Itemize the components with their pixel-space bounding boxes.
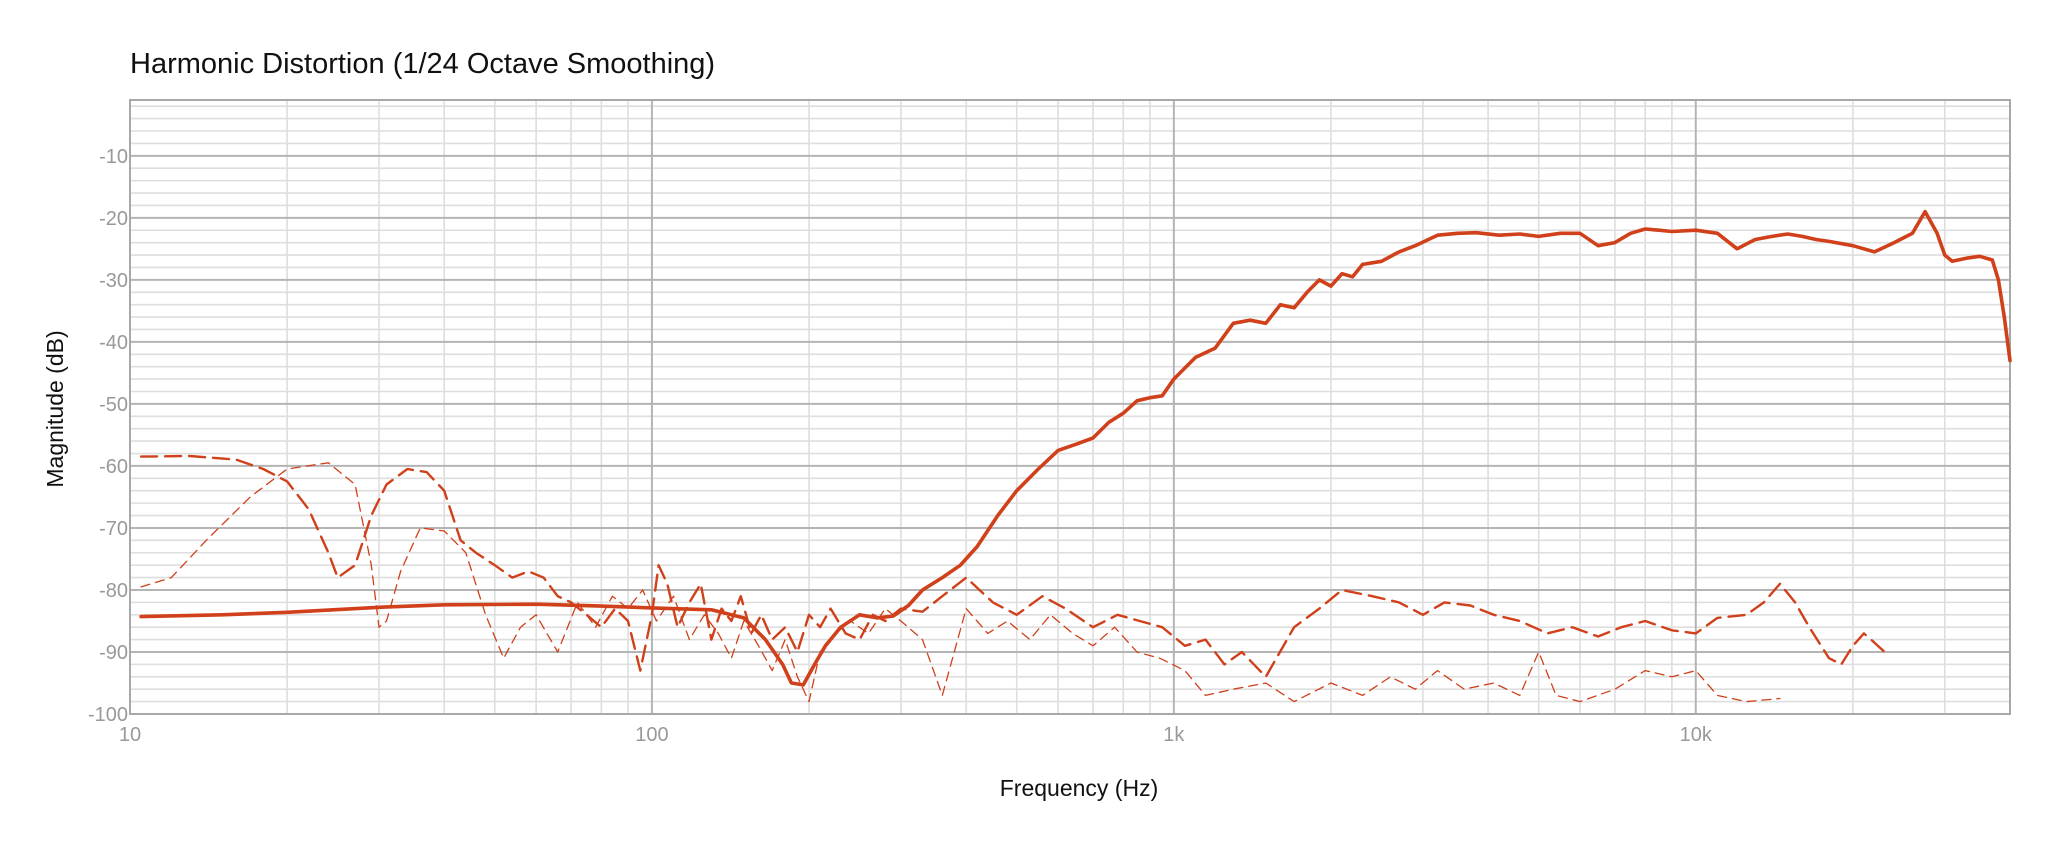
y-tick-label: -80 — [99, 580, 128, 602]
y-tick-label: -10 — [99, 146, 128, 168]
y-tick-label: -40 — [99, 332, 128, 354]
x-tick-label: 1k — [1163, 724, 1185, 746]
plot-frame — [129, 99, 2011, 715]
grid-major — [129, 100, 2010, 715]
x-tick-label: 10 — [119, 724, 141, 746]
chart-title-main: Harmonic Distortion — [130, 48, 385, 80]
x-tick-label: 100 — [635, 724, 668, 746]
y-tick-label: -90 — [99, 642, 128, 664]
series-solid-line — [139, 209, 2012, 687]
y-tick-label: -20 — [99, 208, 128, 230]
y-tick-label: -30 — [99, 270, 128, 292]
y-tick-label: -100 — [88, 704, 128, 726]
x-axis-label: Frequency (Hz) — [1000, 775, 1158, 801]
y-tick-label: -60 — [99, 456, 128, 478]
y-tick-label: -70 — [99, 518, 128, 540]
series-layer — [139, 209, 2012, 703]
y-tick-labels: -10 -20 -30 -40 -50 -60 -70 -80 -90 -100 — [88, 146, 128, 726]
x-tick-labels: 10 100 1k 10k — [119, 724, 1713, 746]
x-tick-label: 10k — [1680, 724, 1713, 746]
y-tick-label: -50 — [99, 394, 128, 416]
chart-title: Harmonic Distortion (1/24 Octave Smoothi… — [130, 48, 715, 81]
grid-minor — [130, 100, 2011, 714]
chart-subtitle: (1/24 Octave Smoothing) — [392, 48, 716, 80]
series-long-dash-line — [139, 454, 1886, 678]
y-axis-label: Magnitude (dB) — [42, 330, 68, 487]
